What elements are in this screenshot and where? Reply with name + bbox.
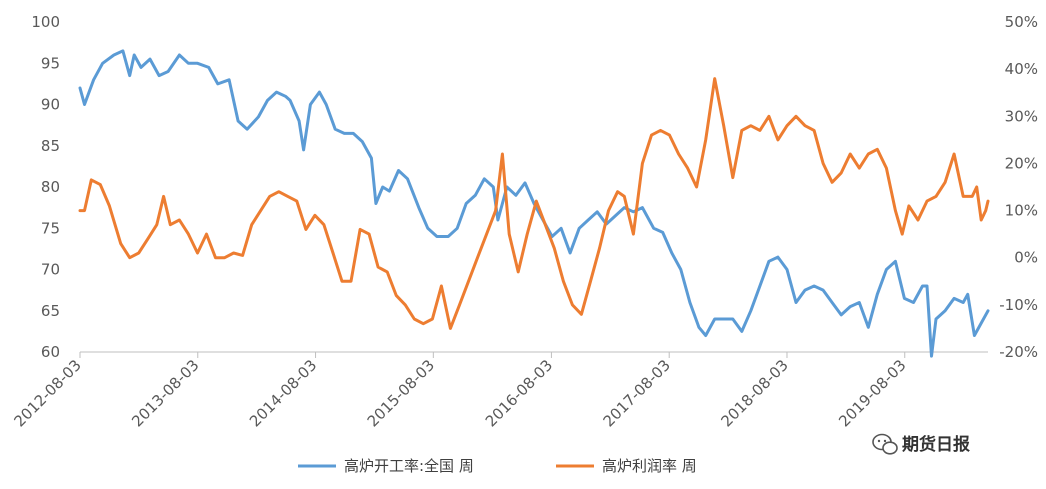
- y-left-tick-label: 75: [41, 219, 60, 237]
- y-left-tick-label: 65: [41, 302, 60, 320]
- y-left-tick-label: 100: [31, 13, 60, 31]
- y-right-tick-label: 10%: [1005, 202, 1038, 220]
- series-line-blast-furnace-operating-rate: [78, 49, 990, 358]
- y-right-tick-label: 50%: [1005, 13, 1038, 31]
- x-tick-label: 2017-08-03: [600, 356, 674, 430]
- series-layer: [78, 49, 990, 358]
- wechat-icon: [872, 433, 898, 455]
- y-left-tick-label: 80: [41, 178, 60, 196]
- watermark: 期货日报: [872, 433, 970, 455]
- x-tick-label: 2012-08-03: [10, 356, 84, 430]
- y-left-tick-label: 95: [41, 54, 60, 72]
- x-tick-label: 2018-08-03: [717, 356, 791, 430]
- y-right-tick-label: 30%: [1005, 107, 1038, 125]
- series-line-blast-furnace-profit-rate: [78, 77, 990, 330]
- y-left-tick-label: 85: [41, 137, 60, 155]
- x-tick-label: 2015-08-03: [364, 356, 438, 430]
- x-tick-label: 2013-08-03: [128, 356, 202, 430]
- x-tick-label: 2019-08-03: [835, 356, 909, 430]
- y-left-tick-label: 70: [41, 261, 60, 279]
- watermark-text: 期货日报: [902, 434, 970, 455]
- y-right-tick-label: 20%: [1005, 154, 1038, 172]
- y-left-tick-label: 60: [41, 343, 60, 361]
- y-right-tick-label: 40%: [1005, 60, 1038, 78]
- y-right-tick-label: -10%: [999, 296, 1038, 314]
- x-tick-label: 2014-08-03: [246, 356, 320, 430]
- y-left-tick-label: 90: [41, 96, 60, 114]
- legend-label: 高炉利润率 周: [602, 457, 697, 475]
- x-tick-label: 2016-08-03: [482, 356, 556, 430]
- y-right-tick-label: 0%: [1014, 249, 1038, 267]
- y-right-tick-label: -20%: [999, 343, 1038, 361]
- legend: 高炉开工率:全国 周 高炉利润率 周: [298, 457, 697, 475]
- legend-label: 高炉开工率:全国 周: [344, 457, 474, 475]
- axes: 60 65 70 75 80 85 90 95 100 -20% -10% 0% 10% 20% 30% 40…: [10, 13, 1038, 430]
